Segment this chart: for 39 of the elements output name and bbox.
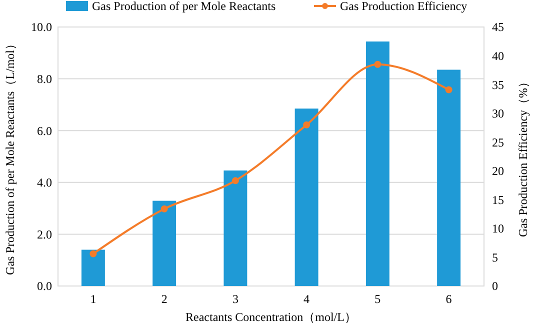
y-tick-label: 10.0 [31, 20, 52, 34]
bar [366, 42, 390, 286]
x-tick-label: 4 [304, 292, 310, 306]
y-tick-label: 8.0 [37, 72, 52, 86]
y-tick-label: 0.0 [37, 279, 52, 294]
y2-tick-label: 0 [492, 279, 498, 294]
y-axis-title: Gas Production of per Mole Reactants（L/mol） [3, 38, 18, 275]
y-tick-label: 4.0 [37, 176, 52, 190]
x-tick-label: 6 [446, 292, 452, 306]
y2-tick-label: 20 [492, 164, 504, 178]
y2-tick-label: 45 [492, 20, 504, 34]
y2-tick-label: 25 [492, 135, 504, 150]
point [232, 177, 239, 184]
y-tick-label: 6.0 [37, 124, 52, 138]
point [374, 60, 382, 68]
point [90, 250, 97, 258]
y2-tick-label: 5 [492, 250, 498, 264]
legend-label: Gas Production Efficiency [340, 0, 468, 13]
bar [437, 70, 461, 286]
bar [294, 108, 318, 286]
bar [224, 170, 248, 286]
y2-tick-label: 40 [492, 48, 504, 63]
y2-tick-label: 30 [492, 106, 504, 121]
x-axis-title: Reactants Concentration（mol/L） [186, 310, 356, 324]
x-tick-label: 3 [232, 292, 238, 306]
y2-tick-label: 35 [492, 78, 504, 92]
y-tick-label: 2.0 [37, 227, 52, 242]
x-tick-label: 5 [374, 292, 381, 306]
y2-axis-title: Gas Production Efficiency（%） [516, 76, 530, 238]
bar [152, 200, 176, 286]
point [160, 205, 168, 212]
point [445, 86, 452, 94]
y2-tick-label: 15 [492, 192, 504, 207]
point [303, 121, 310, 128]
bar [81, 250, 105, 286]
x-tick-label: 2 [161, 292, 168, 306]
y2-tick-label: 10 [492, 222, 504, 236]
legend-label: Gas Production of per Mole Reactants [92, 0, 276, 13]
x-tick-label: 1 [90, 292, 96, 306]
